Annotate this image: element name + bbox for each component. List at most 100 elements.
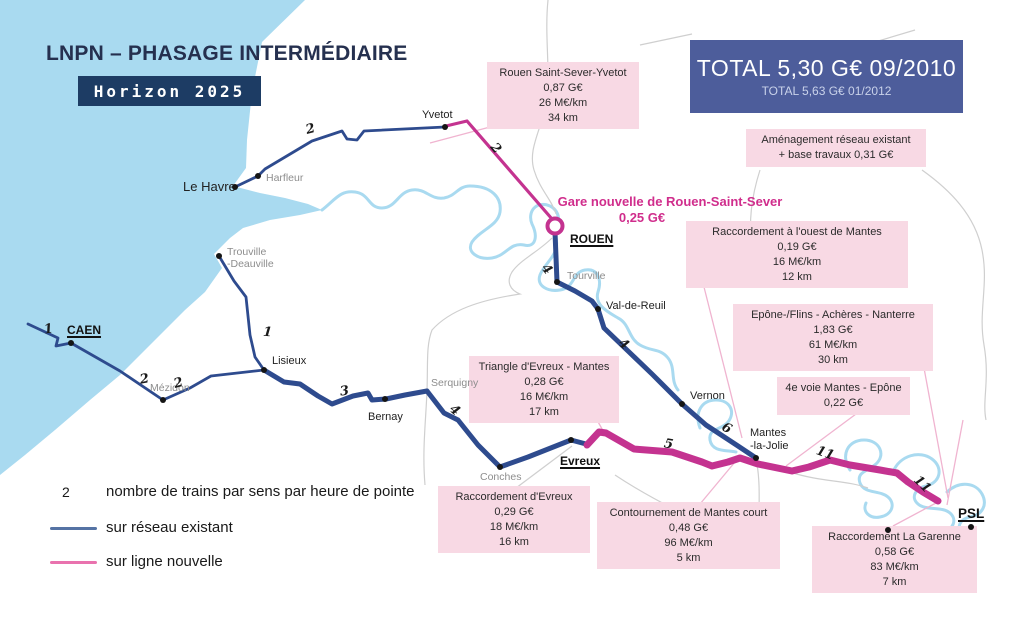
city-label-conches: Conches bbox=[480, 471, 522, 483]
station-dot bbox=[68, 340, 74, 346]
city-label-rouen: ROUEN bbox=[570, 232, 614, 246]
cost-box-line: 16 km bbox=[499, 535, 529, 548]
station-dot bbox=[216, 253, 222, 259]
train-count-label: 2 bbox=[486, 140, 505, 157]
cost-box-line: 96 M€/km bbox=[664, 536, 713, 549]
train-count-label: 4 bbox=[615, 335, 632, 354]
cost-box-line: 12 km bbox=[782, 270, 812, 283]
rail-caen-lisieux bbox=[26, 322, 266, 402]
river-seine bbox=[320, 184, 986, 536]
city-label-vernon: Vernon bbox=[690, 390, 725, 402]
legend-existing-line-swatch bbox=[50, 527, 97, 530]
train-count-label: 6 bbox=[718, 419, 735, 438]
rail-rouen-mantes bbox=[552, 229, 759, 461]
cost-box-line: Contournement de Mantes court bbox=[609, 507, 768, 519]
gare-nouvelle-name: Gare nouvelle de Rouen-Saint-Sever bbox=[557, 194, 783, 209]
cost-box-line: Raccordement à l'ouest de Mantes bbox=[712, 226, 882, 238]
station-dot bbox=[497, 464, 503, 470]
page-title: LNPN – PHASAGE INTERMÉDIAIRE bbox=[46, 42, 408, 65]
gare-nouvelle-cost: 0,25 G€ bbox=[618, 210, 666, 226]
gare-nouvelle-label: Gare nouvelle de Rouen-Saint-Sever 0,25 … bbox=[552, 194, 788, 227]
rail-new-evreux-psl bbox=[583, 428, 942, 505]
station-dot bbox=[968, 524, 974, 530]
cost-box-line: 7 km bbox=[882, 575, 907, 588]
total-cost-main: TOTAL 5,30 G€ 09/2010 bbox=[696, 55, 957, 81]
city-label-caen: CAEN bbox=[67, 323, 102, 337]
cost-box-line: 4e voie Mantes - Epône bbox=[785, 382, 902, 394]
rail-new-yvetot-rouen bbox=[444, 119, 554, 221]
cost-box-line: 1,83 G€ bbox=[813, 323, 853, 336]
cost-box-line: 0,22 G€ bbox=[823, 396, 864, 409]
cost-box-epone-flins-acheres-nanterre: Epône-/Flins - Achères - Nanterre 1,83 G€… bbox=[733, 304, 933, 372]
city-label-mantes-la-jolie: Mantes -la-Jolie bbox=[750, 427, 789, 452]
train-count-label: 11 bbox=[813, 443, 837, 464]
station-dot bbox=[255, 173, 261, 179]
station-dot bbox=[160, 397, 166, 403]
cost-box-line: Epône-/Flins - Achères - Nanterre bbox=[751, 309, 915, 321]
cost-box-line: 0,29 G€ bbox=[494, 505, 534, 518]
cost-box-4e-voie-mantes-epone: 4e voie Mantes - Epône 0,22 G€ bbox=[777, 377, 910, 415]
train-count-label: 4 bbox=[446, 401, 463, 420]
legend-new-line-swatch bbox=[50, 561, 97, 564]
cost-box-line: 5 km bbox=[676, 551, 701, 564]
train-count-label: 5 bbox=[662, 436, 675, 453]
cost-box-line: 0,58 G€ bbox=[874, 545, 915, 558]
cost-box-line: 30 km bbox=[818, 353, 848, 366]
city-label-harfleur: Harfleur bbox=[266, 172, 304, 184]
train-count-label: 1 bbox=[43, 321, 55, 338]
city-label-tourville: Tourville bbox=[567, 270, 606, 282]
cost-box-raccordement-ouest-mantes: Raccordement à l'ouest de Mantes 0,19 G€ 1… bbox=[686, 221, 908, 289]
cost-box-line: + base travaux 0,31 G€ bbox=[778, 148, 894, 161]
cost-box-amenagement-reseau-existant: Aménagement réseau existant + base travau… bbox=[746, 129, 926, 167]
city-label-lisieux: Lisieux bbox=[272, 355, 307, 367]
sea-shape bbox=[0, 0, 322, 475]
cost-box-line: 26 M€/km bbox=[538, 96, 588, 109]
cost-box-raccordement-la-garenne: Raccordement La Garenne 0,58 G€ 83 M€/km 7 … bbox=[812, 526, 977, 594]
station-dot bbox=[554, 279, 560, 285]
city-label-val-de-reuil: Val-de-Reuil bbox=[606, 300, 666, 312]
station-dot bbox=[753, 455, 759, 461]
cost-box-line: Rouen Saint-Sever-Yvetot bbox=[499, 67, 627, 79]
train-count-label: 1 bbox=[262, 324, 273, 341]
city-label-serquigny: Serquigny bbox=[431, 377, 479, 389]
rail-trouville-lisieux bbox=[217, 254, 266, 372]
cost-box-line: 16 M€/km bbox=[772, 255, 822, 268]
station-dot bbox=[442, 124, 448, 130]
station-dot bbox=[568, 437, 574, 443]
city-label-yvetot: Yvetot bbox=[422, 109, 453, 121]
train-count-label: 2 bbox=[304, 121, 317, 138]
rail-serquigny-evreux bbox=[424, 388, 589, 470]
cost-box-raccordement-evreux: Raccordement d'Evreux 0,29 G€ 18 M€/km 16 k… bbox=[438, 486, 590, 554]
station-dot bbox=[261, 367, 267, 373]
train-count-label: 4 bbox=[537, 261, 556, 278]
cost-box-line: Raccordement d'Evreux bbox=[455, 491, 573, 503]
legend-train-count-symbol: 2 bbox=[62, 484, 70, 500]
cost-box-line: 17 km bbox=[529, 405, 559, 418]
legend-new-line-label: sur ligne nouvelle bbox=[106, 553, 223, 570]
cost-box-line: 16 M€/km bbox=[519, 390, 569, 403]
train-count-label: 3 bbox=[339, 383, 351, 400]
legend-train-count-label: nombre de trains par sens par heure de p… bbox=[106, 483, 415, 500]
cost-box-triangle-evreux-mantes: Triangle d'Evreux - Mantes 0,28 G€ 16 M€/k… bbox=[469, 356, 619, 424]
boundary-lines bbox=[423, 0, 987, 549]
rail-new-line bbox=[444, 119, 942, 505]
total-cost-box: TOTAL 5,30 G€ 09/2010 TOTAL 5,63 G€ 01/2… bbox=[690, 40, 963, 113]
station-dot bbox=[382, 396, 388, 402]
train-count-label: 11 bbox=[910, 472, 934, 497]
cost-box-line: Triangle d'Evreux - Mantes bbox=[478, 361, 610, 373]
cost-box-line: Raccordement La Garenne bbox=[828, 531, 961, 543]
city-label-trouville-deauville: Trouville -Deauville bbox=[227, 246, 274, 271]
rail-lisieux-serquigny bbox=[261, 367, 430, 407]
cost-box-line: 0,19 G€ bbox=[777, 240, 817, 253]
cost-box-line: 61 M€/km bbox=[808, 338, 858, 351]
train-count-label: 2 bbox=[138, 371, 151, 388]
cost-box-line: 34 km bbox=[548, 111, 578, 124]
horizon-badge: Horizon 2025 bbox=[78, 76, 261, 106]
legend-existing-line-label: sur réseau existant bbox=[106, 519, 233, 536]
cost-box-line: 0,87 G€ bbox=[543, 81, 583, 94]
cost-box-line: 83 M€/km bbox=[870, 560, 919, 573]
gare-nouvelle-marker bbox=[545, 216, 565, 236]
cost-box-line: 0,28 G€ bbox=[524, 375, 564, 388]
city-label-psl: PSL bbox=[958, 506, 985, 521]
cost-box-rouen-saint-sever-yvetot: Rouen Saint-Sever-Yvetot 0,87 G€ 26 M€/km 3… bbox=[487, 62, 639, 130]
